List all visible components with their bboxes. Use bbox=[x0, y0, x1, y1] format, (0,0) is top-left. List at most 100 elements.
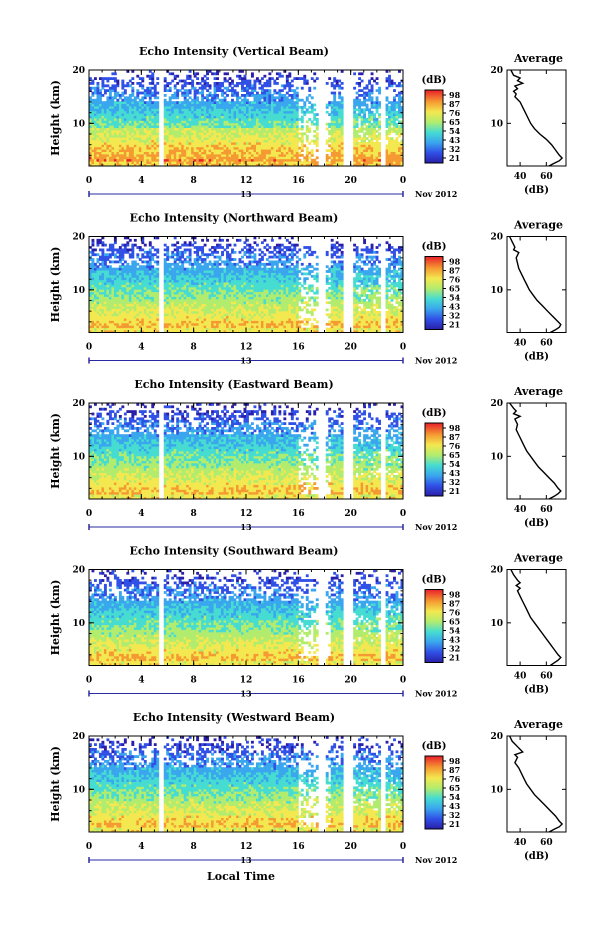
heatmap-cell bbox=[238, 137, 242, 140]
heatmap-cell bbox=[126, 151, 130, 155]
heatmap-cell bbox=[368, 91, 371, 95]
heatmap-cell bbox=[168, 137, 172, 140]
heatmap-cell bbox=[141, 106, 145, 109]
heatmap-cell bbox=[360, 163, 364, 167]
heatmap-cell bbox=[96, 294, 100, 297]
heatmap-cell bbox=[113, 318, 117, 321]
heatmap-cell bbox=[131, 91, 135, 95]
heatmap-cell bbox=[280, 125, 284, 128]
heatmap-cell bbox=[171, 125, 175, 128]
heatmap-cell bbox=[153, 330, 157, 333]
heatmap-cell bbox=[340, 158, 344, 162]
heatmap-cell bbox=[338, 139, 342, 143]
heatmap-cell bbox=[118, 144, 122, 148]
heatmap-cell bbox=[148, 98, 152, 102]
heatmap-cell bbox=[153, 270, 157, 273]
heatmap-cell bbox=[395, 113, 399, 116]
heatmap-cell bbox=[373, 161, 376, 164]
heatmap-cell bbox=[96, 313, 100, 317]
heatmap-cell bbox=[151, 94, 155, 97]
heatmap-cell bbox=[233, 125, 237, 128]
heatmap-cell bbox=[113, 118, 117, 121]
heatmap-cell bbox=[303, 132, 307, 136]
heatmap-cell bbox=[178, 327, 182, 331]
heatmap-cell bbox=[253, 108, 257, 112]
heatmap-cell bbox=[385, 118, 389, 121]
heatmap-cell bbox=[96, 327, 100, 331]
heatmap-cell bbox=[293, 125, 297, 128]
heatmap-cell bbox=[233, 132, 237, 136]
heatmap-cell bbox=[148, 108, 152, 112]
heatmap-cell bbox=[151, 101, 155, 104]
heatmap-cell bbox=[373, 127, 376, 131]
heatmap-cell bbox=[93, 289, 97, 293]
heatmap-cell bbox=[241, 115, 244, 119]
heatmap-cell bbox=[265, 149, 269, 152]
heatmap-cell bbox=[368, 125, 371, 128]
heatmap-cell bbox=[138, 301, 142, 305]
heatmap-cell bbox=[168, 120, 172, 124]
heatmap-cell bbox=[263, 139, 267, 143]
heatmap-cell bbox=[263, 94, 267, 97]
heatmap-cell bbox=[355, 146, 359, 150]
heatmap-cell bbox=[211, 96, 214, 100]
heatmap-cell bbox=[273, 96, 277, 100]
heatmap-cell bbox=[93, 101, 97, 104]
heatmap-cell bbox=[138, 322, 142, 326]
heatmap-cell bbox=[173, 320, 177, 324]
heatmap-cell bbox=[128, 142, 132, 145]
heatmap-cell bbox=[111, 118, 115, 121]
heatmap-cell bbox=[108, 154, 112, 157]
heatmap-cell bbox=[398, 98, 401, 102]
heatmap-cell bbox=[171, 130, 175, 133]
heatmap-cell bbox=[188, 301, 192, 305]
heatmap-cell bbox=[131, 303, 135, 307]
heatmap-cell bbox=[126, 243, 130, 247]
heatmap-cell bbox=[241, 106, 244, 109]
profile-title: Average bbox=[513, 52, 563, 65]
heatmap-cell bbox=[171, 255, 175, 259]
heatmap-cell bbox=[103, 253, 107, 257]
heatmap-cell bbox=[113, 310, 117, 314]
heatmap-cell bbox=[123, 294, 127, 297]
heatmap-cell bbox=[196, 91, 200, 95]
heatmap-cell bbox=[186, 308, 190, 312]
heatmap-cell bbox=[148, 77, 152, 80]
heatmap-cell bbox=[338, 94, 342, 97]
heatmap-cell bbox=[340, 139, 344, 143]
heatmap-cell bbox=[385, 110, 389, 114]
heatmap-cell bbox=[121, 279, 125, 283]
heatmap-cell bbox=[188, 120, 192, 124]
heatmap-cell bbox=[375, 130, 379, 133]
heatmap-cell bbox=[218, 149, 222, 152]
heatmap-cell bbox=[370, 118, 374, 121]
heatmap-cell bbox=[360, 108, 364, 112]
heatmap-cell bbox=[388, 142, 391, 145]
heatmap-cell bbox=[96, 86, 100, 90]
heatmap-cell bbox=[136, 120, 140, 124]
heatmap-cell bbox=[93, 274, 97, 278]
heatmap-cell bbox=[238, 70, 242, 73]
heatmap-cell bbox=[108, 91, 112, 95]
heatmap-cell bbox=[143, 270, 147, 273]
heatmap-cell bbox=[103, 110, 107, 114]
heatmap-cell bbox=[106, 158, 110, 162]
heatmap-cell bbox=[178, 289, 182, 293]
heatmap-cell bbox=[153, 279, 157, 283]
heatmap-cell bbox=[166, 158, 170, 162]
heatmap-cell bbox=[113, 94, 117, 97]
heatmap-cell bbox=[93, 267, 97, 271]
heatmap-cell bbox=[325, 139, 329, 143]
heatmap-cell bbox=[393, 98, 396, 102]
heatmap-cell bbox=[340, 120, 344, 124]
heatmap-cell bbox=[260, 163, 264, 167]
heatmap-cell bbox=[151, 272, 155, 276]
heatmap-cell bbox=[186, 149, 190, 152]
heatmap-cell bbox=[186, 298, 190, 302]
heatmap-cell bbox=[126, 289, 130, 293]
heatmap-cell bbox=[398, 125, 401, 128]
heatmap-cell bbox=[148, 101, 152, 104]
heatmap-cell bbox=[133, 296, 137, 300]
heatmap-cell bbox=[241, 130, 244, 133]
heatmap-cell bbox=[241, 94, 244, 97]
